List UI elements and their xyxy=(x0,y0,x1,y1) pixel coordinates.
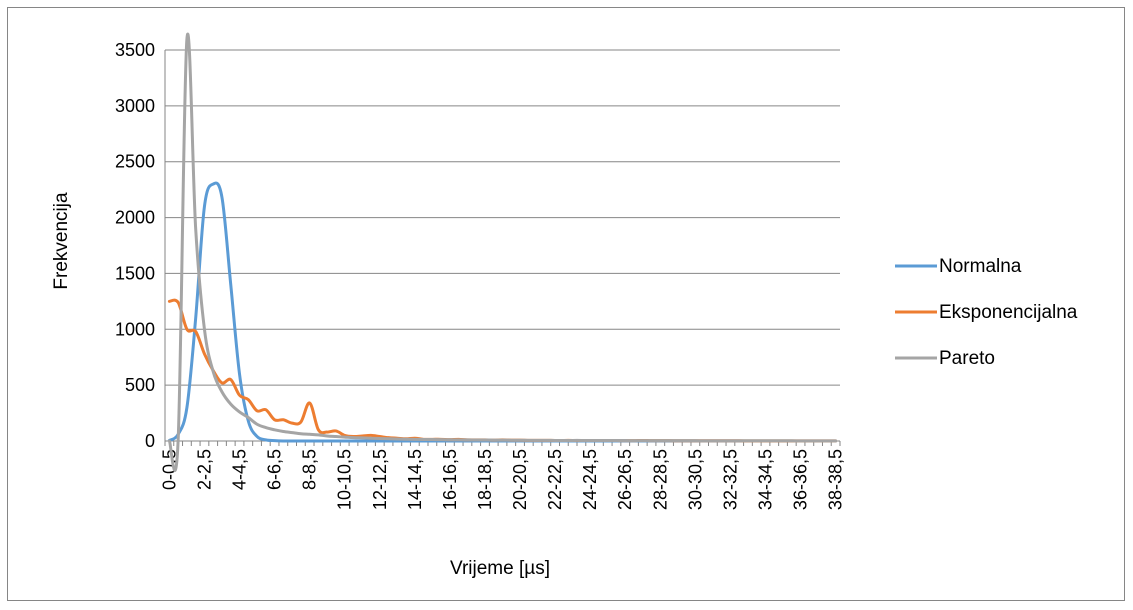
x-tick-label: 16-16,5 xyxy=(440,449,460,510)
x-tick-label: 28-28,5 xyxy=(650,449,670,510)
x-tick-label: 12-12,5 xyxy=(370,449,390,510)
y-tick-label: 500 xyxy=(125,375,155,395)
series-line-pareto xyxy=(167,32,838,473)
y-tick-label: 2500 xyxy=(115,152,155,172)
series-layer xyxy=(167,32,838,473)
x-tick-label: 8-8,5 xyxy=(300,449,320,490)
y-tick-label: 2000 xyxy=(115,208,155,228)
y-axis-title: Frekvencija xyxy=(51,192,72,290)
legend-label-pareto: Pareto xyxy=(939,348,995,369)
x-tick-label: 36-36,5 xyxy=(791,449,811,510)
x-tick-label: 38-38,5 xyxy=(826,449,846,510)
legend-layer: Normalna Eksponencijalna Pareto xyxy=(895,256,1078,369)
y-tick-label: 1000 xyxy=(115,319,155,339)
legend-label-normalna: Normalna xyxy=(939,256,1022,277)
x-tick-label: 18-18,5 xyxy=(475,449,495,510)
x-tick-label: 24-24,5 xyxy=(580,449,600,510)
x-tick-label: 32-32,5 xyxy=(720,449,740,510)
y-tick-label: 0 xyxy=(145,431,155,451)
x-tick-label: 14-14,5 xyxy=(405,449,425,510)
legend-label-eksponencijalna: Eksponencijalna xyxy=(939,302,1078,323)
series-line-normalna xyxy=(167,181,838,443)
x-tick-label: 0-0,5 xyxy=(159,449,179,490)
x-tick-label: 22-22,5 xyxy=(545,449,565,510)
x-tick-label: 4-4,5 xyxy=(230,449,250,490)
series-line-eksponencijalna xyxy=(167,298,838,443)
y-tick-label: 3000 xyxy=(115,96,155,116)
x-tick-label: 10-10,5 xyxy=(335,449,355,510)
grid-layer xyxy=(165,49,840,386)
x-tick-label: 34-34,5 xyxy=(755,449,775,510)
x-tick-label: 20-20,5 xyxy=(510,449,530,510)
y-tick-label: 3500 xyxy=(115,40,155,60)
x-tick-label: 6-6,5 xyxy=(265,449,285,490)
x-tick-label: 2-2,5 xyxy=(194,449,214,490)
x-axis-title: Vrijeme [µs] xyxy=(450,558,550,579)
y-tick-label: 1500 xyxy=(115,263,155,283)
x-tick-label: 26-26,5 xyxy=(615,449,635,510)
x-tick-label: 30-30,5 xyxy=(685,449,705,510)
